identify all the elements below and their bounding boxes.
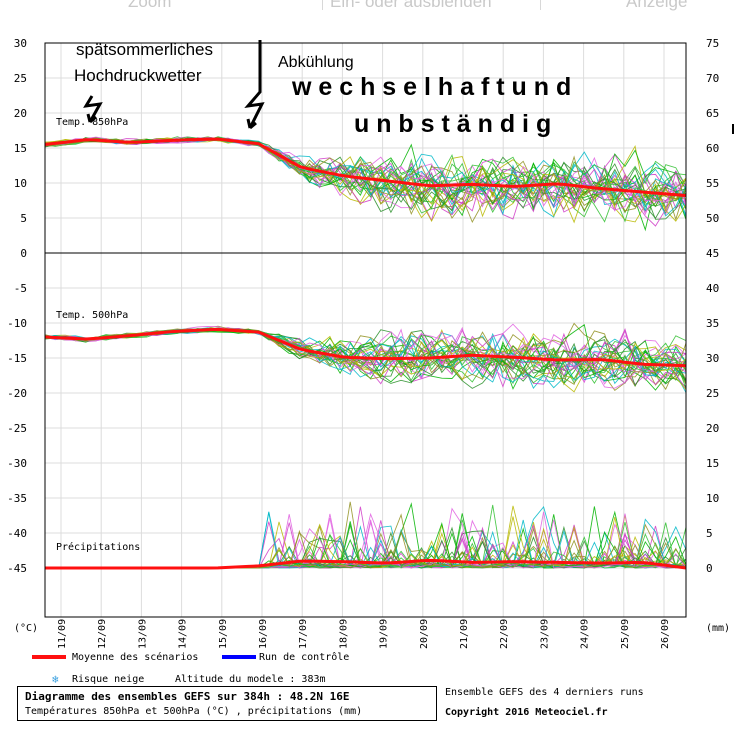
annotation-line1: spätsommerliches (76, 40, 213, 59)
x-tick-label: 25/09 (620, 619, 631, 649)
lightning-arrow-icon (83, 95, 103, 124)
member-line-500 (44, 328, 687, 380)
y-tick-label: -5 (14, 282, 27, 295)
y-tick-label: 20 (14, 107, 27, 120)
y2-tick-label: 65 (706, 107, 719, 120)
chart-axes (44, 42, 687, 618)
y3-tick-label: 15 (706, 457, 719, 470)
y2-tick-label: 55 (706, 177, 719, 190)
mean-line-precip (45, 558, 687, 570)
x-tick-label: 11/09 (57, 619, 68, 649)
y-tick-label: -45 (7, 562, 27, 575)
x-tick-label: 21/09 (459, 619, 470, 649)
x-tick-label: 17/09 (298, 619, 309, 649)
member-line-500 (44, 328, 687, 389)
y3-tick-label: 5 (706, 527, 713, 540)
y-tick-label: -35 (7, 492, 27, 505)
y2-tick-label: 75 (706, 37, 719, 50)
x-tick-label: 12/09 (97, 619, 108, 649)
y-tick-label: 15 (14, 142, 27, 155)
mean-line-500 (44, 327, 687, 368)
info-subtitle: Températures 850hPa et 500hPa (°C) , pré… (25, 706, 363, 717)
tick-labels: 302520151050-5-10-15-20-25-30-35-40-4575… (7, 37, 719, 575)
y2-tick-label: 70 (706, 72, 719, 85)
y-tick-label: 25 (14, 72, 27, 85)
y3-tick-label: 10 (706, 492, 719, 505)
snow-legend-label: Risque neige (72, 674, 145, 685)
annotation-line2: Hochdruckwetter (74, 66, 202, 85)
x-tick-label: 16/09 (258, 619, 269, 649)
y-tick-label: 30 (14, 37, 27, 50)
y-tick-label: -25 (7, 422, 27, 435)
x-tick-label: 15/09 (218, 619, 229, 649)
info-box: Diagramme des ensembles GEFS sur 384h : … (17, 686, 437, 721)
x-tick-label: 26/09 (660, 619, 671, 649)
y-tick-label: -10 (7, 317, 27, 330)
toolbar-divider (540, 0, 541, 10)
y2-tick-label: 40 (706, 282, 719, 295)
y-tick-label: -15 (7, 352, 27, 365)
x-tick-label: 13/09 (137, 619, 148, 649)
view-menu[interactable]: Anzeige (626, 0, 688, 11)
label-t850: Temp. 850hPa (56, 117, 129, 128)
y2-tick-label: 20 (706, 422, 719, 435)
right-unit: (mm) (706, 623, 731, 634)
y-tick-label: 0 (20, 247, 27, 260)
left-unit: (°C) (14, 623, 39, 634)
y2-tick-label: 45 (706, 247, 719, 260)
altitude-label: Altitude du modele : 383m (175, 674, 326, 685)
y2-tick-label: 50 (706, 212, 719, 225)
y2-tick-label: 30 (706, 352, 719, 365)
y2-tick-label: 60 (706, 142, 719, 155)
label-t500: Temp. 500hPa (56, 310, 129, 321)
control-legend-label: Run de contrôle (259, 652, 350, 663)
mean-line-850 (44, 137, 687, 198)
browser-toolbar: Zoom Ein- oder ausblenden Anzeige (0, 0, 736, 12)
annotation-unbest: u n b s t ä n d i g (354, 110, 552, 138)
annotation-cooling: Abkühlung (278, 54, 354, 71)
y3-tick-label: 0 (706, 562, 713, 575)
y-tick-label: -30 (7, 457, 27, 470)
x-tick-label: 24/09 (580, 619, 591, 649)
info-source: Ensemble GEFS des 4 derniers runs (445, 687, 644, 698)
y-tick-label: -40 (7, 527, 27, 540)
y-tick-label: 5 (20, 212, 27, 225)
annotation-wechsel: w e c h s e l h a f t u n d (292, 73, 572, 101)
cooling-arrow-icon (244, 40, 265, 130)
x-tick-label: 20/09 (419, 619, 430, 649)
y2-tick-label: 25 (706, 387, 719, 400)
mean-lines (44, 137, 687, 570)
y-tick-label: -20 (7, 387, 27, 400)
toggle-menu[interactable]: Ein- oder ausblenden (330, 0, 492, 11)
toolbar-divider (322, 0, 323, 10)
x-tick-labels: 11/09 12/09 13/09 14/09 15/09 16/09 17/09 18/09… (57, 619, 671, 649)
mean-legend-swatch (32, 655, 66, 659)
zoom-menu[interactable]: Zoom (128, 0, 172, 11)
x-tick-label: 23/09 (539, 619, 550, 649)
label-precip: Précipitations (56, 542, 141, 553)
x-tick-label: 14/09 (178, 619, 189, 649)
snowflake-icon: ❄ (52, 673, 59, 686)
mean-legend-label: Moyenne des scénarios (72, 652, 199, 663)
x-tick-label: 22/09 (499, 619, 510, 649)
plot-frame (44, 42, 687, 618)
y-tick-label: 10 (14, 177, 27, 190)
control-legend-swatch (222, 655, 256, 659)
y2-tick-label: 35 (706, 317, 719, 330)
info-title: Diagramme des ensembles GEFS sur 384h : … (25, 690, 350, 703)
x-tick-label: 18/09 (338, 619, 349, 649)
x-tick-label: 19/09 (379, 619, 390, 649)
annotation-arrows (83, 40, 734, 134)
info-copyright: Copyright 2016 Meteociel.fr (445, 707, 608, 718)
